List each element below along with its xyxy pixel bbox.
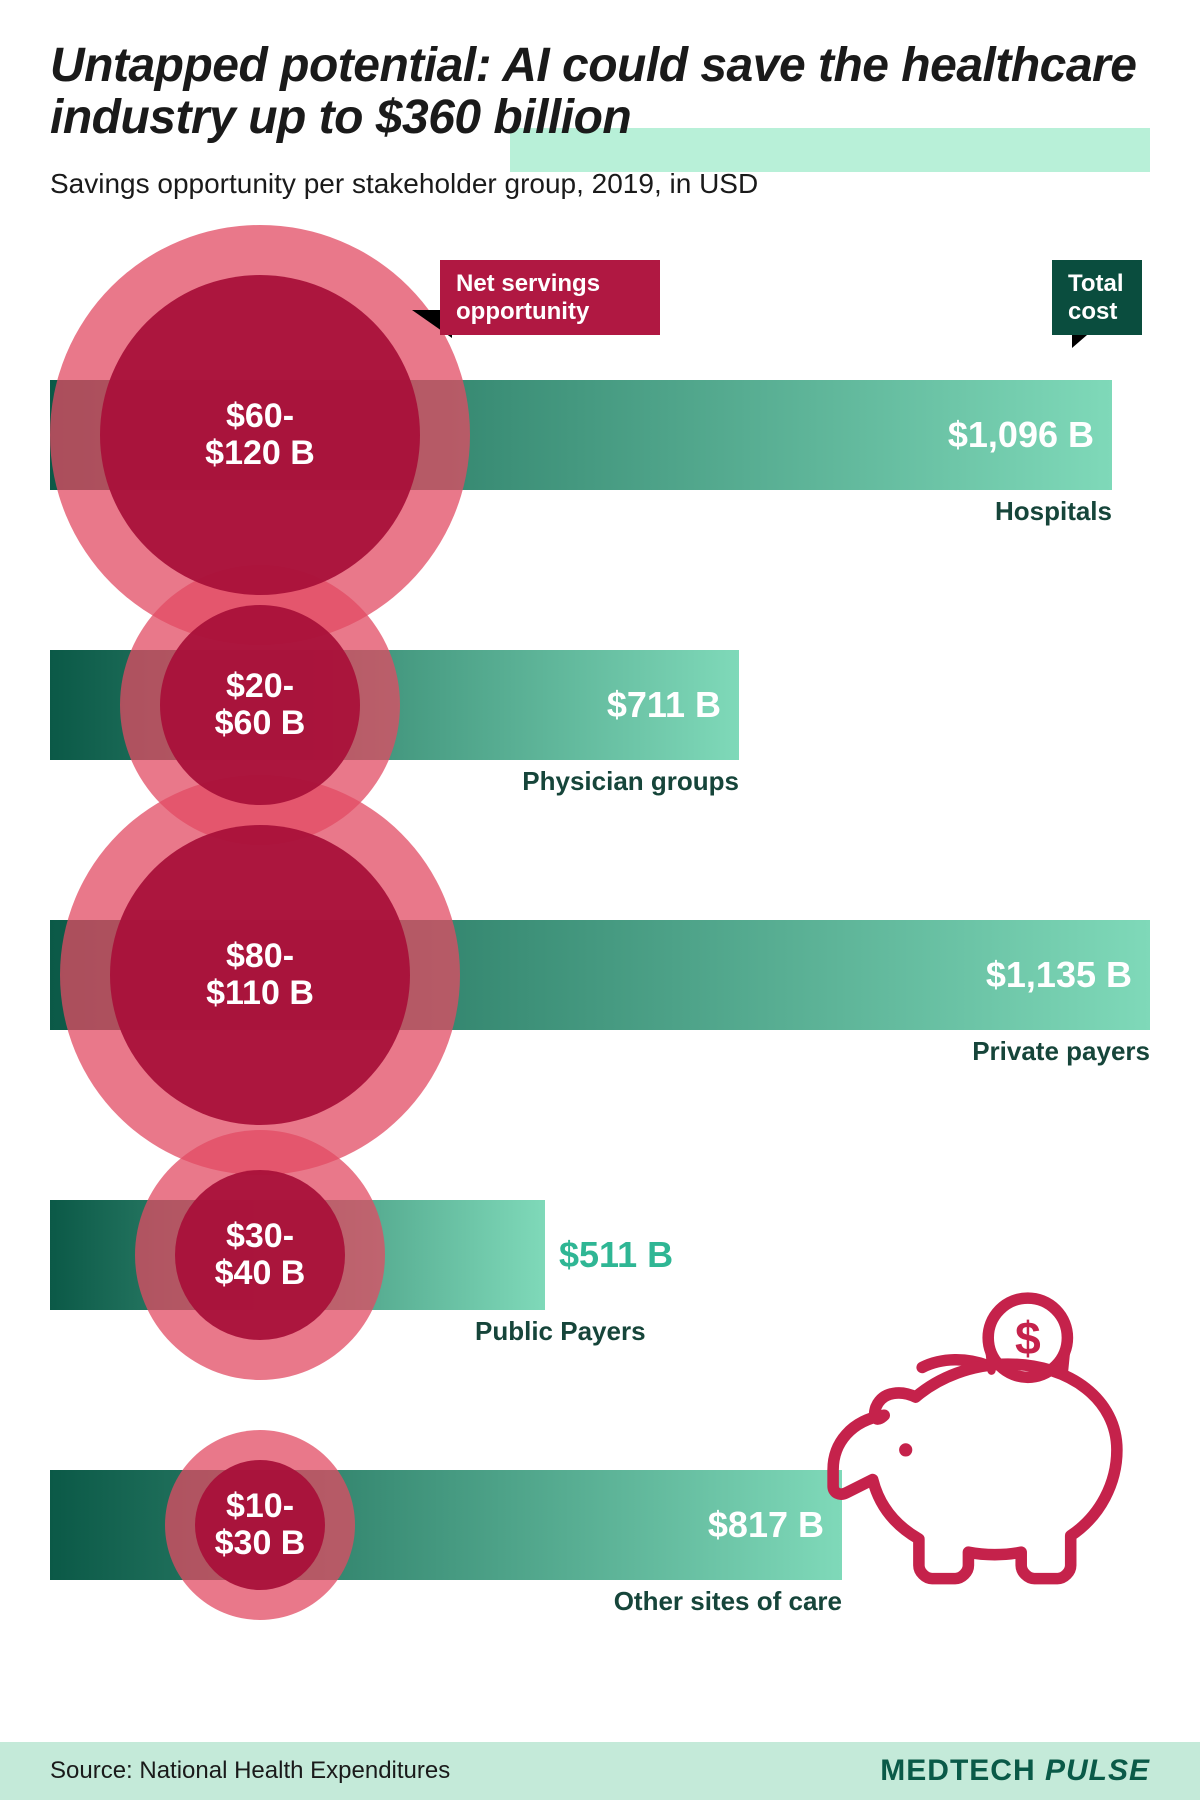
source-label: Source: National Health Expenditures <box>50 1757 450 1785</box>
bar-label: Public Payers <box>475 1316 646 1347</box>
svg-text:$: $ <box>1015 1312 1041 1364</box>
brand-logo: MEDTECH PULSE <box>880 1754 1150 1788</box>
page-title: Untapped potential: AI could save the he… <box>50 40 1150 144</box>
bar-label: Hospitals <box>995 496 1112 527</box>
brand-light: PULSE <box>1045 1754 1150 1787</box>
bar-value: $511 B <box>559 1234 673 1276</box>
bar-value: $817 B <box>708 1504 824 1546</box>
bar-value: $1,096 B <box>948 414 1094 456</box>
savings-label: $60-$120 B <box>170 398 350 473</box>
bar-label: Other sites of care <box>614 1586 842 1617</box>
callout-total-cost: Total cost <box>1052 260 1142 335</box>
brand-bold: MEDTECH <box>880 1754 1035 1787</box>
callout-savings: Net servings opportunity <box>440 260 660 335</box>
bar-label: Private payers <box>972 1036 1150 1067</box>
savings-label: $80-$110 B <box>170 938 350 1013</box>
savings-label: $10-$30 B <box>170 1488 350 1563</box>
piggy-bank-icon: $ <box>810 1290 1140 1590</box>
savings-label: $20-$60 B <box>170 668 350 743</box>
bar-value: $1,135 B <box>986 954 1132 996</box>
bar-label: Physician groups <box>522 766 739 797</box>
footer: Source: National Health Expenditures MED… <box>0 1742 1200 1800</box>
savings-label: $30-$40 B <box>170 1218 350 1293</box>
bar-value: $711 B <box>607 684 721 726</box>
